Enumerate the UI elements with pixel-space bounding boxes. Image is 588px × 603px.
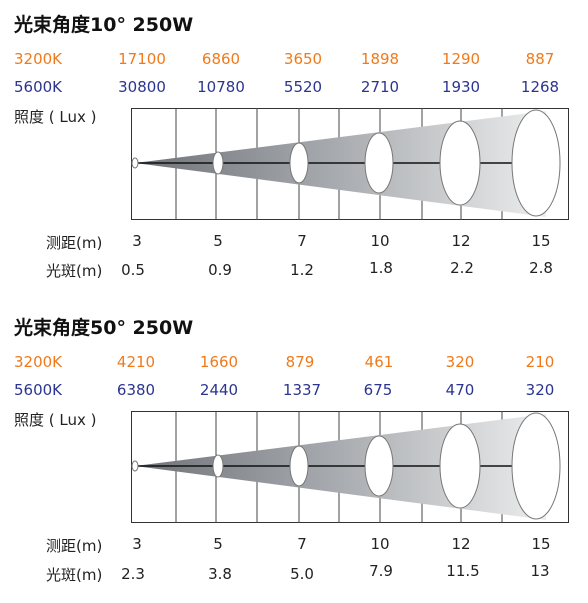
- spot-size-10m: 7.9: [369, 562, 393, 580]
- beam-diagram: [131, 411, 569, 523]
- light-cone: [135, 414, 546, 520]
- spot-ellipses: [131, 109, 561, 217]
- illuminance-label: 照度 ( Lux ): [14, 108, 97, 126]
- spot-12m: [439, 120, 481, 206]
- lux-3200k-10m: 461: [364, 353, 394, 371]
- lux-5600k-15m: 1268: [520, 78, 560, 96]
- spot-15m: [511, 109, 561, 217]
- distance-7: 7: [297, 232, 307, 250]
- distance-3: 3: [132, 535, 142, 553]
- distance-3: 3: [132, 232, 142, 250]
- distance-15: 15: [531, 232, 551, 250]
- spot-size-7m: 1.2: [290, 261, 314, 279]
- spot-size-12m: 11.5: [446, 562, 480, 580]
- lux-5600k-3m: 30800: [118, 78, 166, 96]
- spot-size-10m: 1.8: [369, 259, 393, 277]
- lux-5600k-5m: 10780: [197, 78, 245, 96]
- spot-size-12m: 2.2: [450, 259, 474, 277]
- spot-7m: [289, 445, 309, 487]
- spot-7m: [289, 142, 309, 184]
- spot-size-5m: 0.9: [208, 261, 232, 279]
- spot-15m: [511, 412, 561, 520]
- lux-5600k-10m: 675: [363, 381, 393, 399]
- row-label-5600k: 5600K: [14, 381, 63, 399]
- lux-5600k-5m: 2440: [199, 381, 239, 399]
- spot-5m: [212, 151, 224, 175]
- lux-5600k-7m: 1337: [282, 381, 322, 399]
- lux-5600k-7m: 5520: [283, 78, 323, 96]
- distance-label: 测距(m): [46, 234, 103, 252]
- spot-size-15m: 13: [530, 562, 550, 580]
- spot-size-15m: 2.8: [529, 259, 553, 277]
- lux-5600k-10m: 2710: [360, 78, 400, 96]
- lux-3200k-5m: 1660: [199, 353, 239, 371]
- spot-ellipses: [131, 412, 561, 520]
- distance-15: 15: [531, 535, 551, 553]
- spot-label: 光斑(m): [46, 262, 103, 280]
- lux-3200k-12m: 320: [445, 353, 475, 371]
- lux-3200k-15m: 210: [525, 353, 555, 371]
- distance-12: 12: [451, 535, 471, 553]
- lux-3200k-3m: 17100: [118, 50, 166, 68]
- spot-10m: [364, 132, 394, 194]
- lux-3200k-12m: 1290: [441, 50, 481, 68]
- spot-size-3m: 0.5: [121, 261, 145, 279]
- lux-3200k-10m: 1898: [360, 50, 400, 68]
- lux-3200k-7m: 3650: [283, 50, 323, 68]
- distance-12: 12: [451, 232, 471, 250]
- row-label-3200k: 3200K: [14, 50, 63, 68]
- spot-5m: [212, 454, 224, 478]
- illuminance-label: 照度 ( Lux ): [14, 411, 97, 429]
- lux-5600k-3m: 6380: [116, 381, 156, 399]
- distance-7: 7: [297, 535, 307, 553]
- lux-3200k-5m: 6860: [201, 50, 241, 68]
- spot-size-5m: 3.8: [208, 565, 232, 583]
- spot-3m: [131, 157, 139, 169]
- beam-diagram: [131, 108, 569, 220]
- row-label-3200k: 3200K: [14, 353, 63, 371]
- distance-5: 5: [213, 535, 223, 553]
- lux-3200k-7m: 879: [285, 353, 315, 371]
- lux-3200k-3m: 4210: [116, 353, 156, 371]
- distance-10: 10: [370, 535, 390, 553]
- lux-5600k-12m: 1930: [441, 78, 481, 96]
- lux-5600k-12m: 470: [445, 381, 475, 399]
- lux-3200k-15m: 887: [525, 50, 555, 68]
- spot-10m: [364, 435, 394, 497]
- light-cone: [135, 111, 546, 217]
- lux-5600k-15m: 320: [525, 381, 555, 399]
- distance-label: 测距(m): [46, 537, 103, 555]
- row-label-5600k: 5600K: [14, 78, 63, 96]
- section-title: 光束角度10° 250W: [14, 14, 194, 36]
- spot-3m: [131, 460, 139, 472]
- spot-size-3m: 2.3: [121, 565, 145, 583]
- spot-label: 光斑(m): [46, 566, 103, 584]
- spot-12m: [439, 423, 481, 509]
- section-title: 光束角度50° 250W: [14, 317, 194, 339]
- spot-size-7m: 5.0: [290, 565, 314, 583]
- distance-10: 10: [370, 232, 390, 250]
- distance-5: 5: [213, 232, 223, 250]
